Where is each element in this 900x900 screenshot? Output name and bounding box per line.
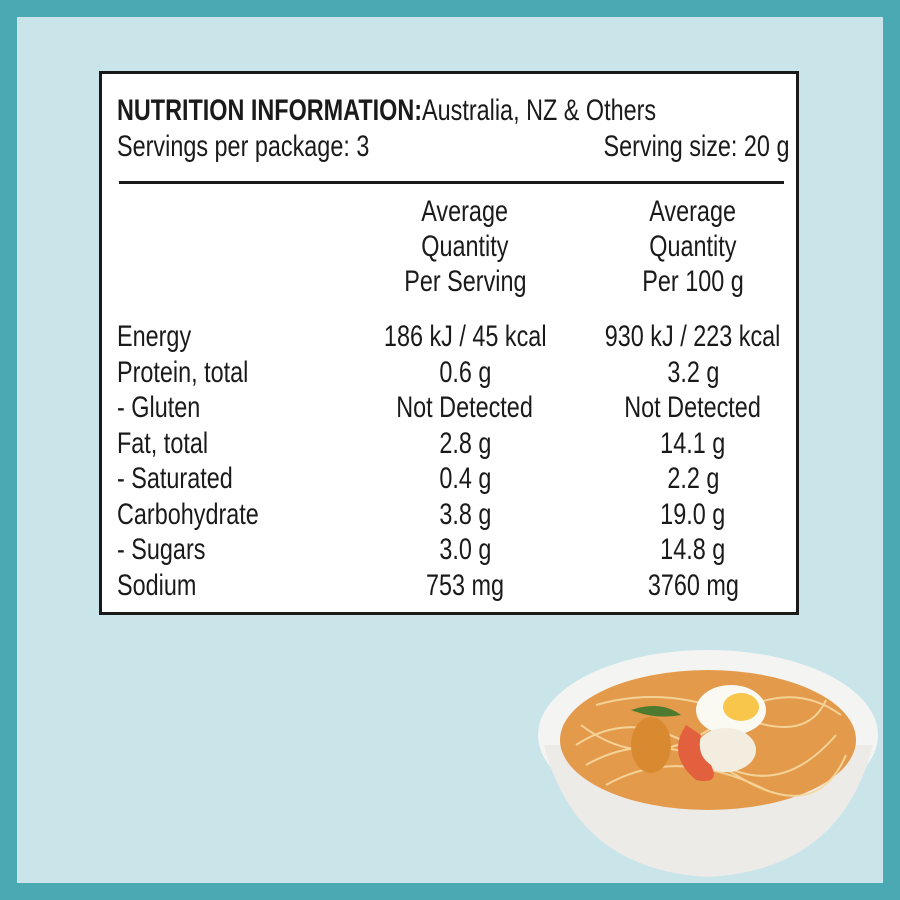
divider — [119, 181, 784, 184]
per-serving-value: 0.6 g — [315, 356, 615, 390]
col-header-per-100g: Per 100 g — [642, 265, 744, 298]
egg-yolk — [723, 693, 759, 721]
per-serving-value: 3.0 g — [315, 533, 615, 567]
nutrient-label: - Gluten — [117, 391, 224, 425]
nutrient-label: Fat, total — [117, 427, 234, 461]
col-header-per-serving: Average — [421, 195, 509, 228]
nutrient-label-text: - Saturated — [117, 462, 233, 495]
nutrition-panel: NUTRITION INFORMATION: Australia, NZ & O… — [99, 71, 799, 615]
nutrient-label: Sodium — [117, 569, 219, 603]
col-header-per-100g: Quantity — [649, 230, 737, 263]
per-100g-value: 2.2 g — [543, 462, 843, 496]
per-serving-value-text: 2.8 g — [438, 426, 492, 460]
per-100g-value-text: 14.1 g — [660, 426, 726, 460]
nutrient-label: Energy — [117, 320, 212, 354]
nutrient-label-text: Carbohydrate — [117, 497, 259, 531]
nutrient-label-text: Sodium — [117, 568, 197, 602]
nutrient-label: - Sugars — [117, 533, 230, 567]
per-100g-value-text: 930 kJ / 223 kcal — [605, 320, 781, 353]
per-100g-value: 3.2 g — [543, 356, 843, 390]
col-header-per-serving: Quantity — [421, 230, 509, 263]
col-header-per-100g: Average — [649, 195, 737, 228]
nutrient-label: Carbohydrate — [117, 498, 299, 532]
per-serving-value-text: 3.8 g — [438, 497, 492, 531]
nutrient-label: Protein, total — [117, 356, 285, 390]
per-serving-value: 2.8 g — [315, 427, 615, 461]
noodle-bowl-image — [538, 650, 878, 877]
per-serving-value-text: 0.4 g — [438, 462, 492, 495]
per-100g-value: 930 kJ / 223 kcal — [543, 320, 843, 354]
per-100g-value: 19.0 g — [543, 498, 843, 532]
col-header-per-serving: Per Serving — [403, 265, 527, 298]
per-serving-value: 0.4 g — [315, 462, 615, 496]
nutrient-label-text: - Gluten — [117, 391, 201, 424]
fish-cake — [696, 728, 756, 772]
per-100g-value-text: 3760 mg — [647, 568, 739, 602]
per-100g-value-text: 19.0 g — [660, 497, 726, 531]
per-100g-value: 14.1 g — [543, 427, 843, 461]
per-100g-value-text: 3.2 g — [666, 355, 720, 389]
serving-size: Serving size: 20 g — [602, 130, 789, 163]
nutrient-label-text: Energy — [117, 320, 192, 353]
servings-per-package: Servings per package: 3 — [117, 130, 370, 163]
per-100g-value-text: Not Detected — [624, 391, 762, 424]
per-serving-value-text: 186 kJ / 45 kcal — [383, 320, 547, 353]
nutrient-label: - Saturated — [117, 462, 265, 496]
per-100g-value-text: 2.2 g — [666, 462, 720, 495]
per-serving-value: Not Detected — [315, 391, 615, 425]
per-serving-value-text: Not Detected — [396, 391, 534, 424]
per-serving-value: 3.8 g — [315, 498, 615, 532]
nutrient-label-text: Protein, total — [117, 355, 249, 389]
per-100g-value-text: 14.8 g — [660, 533, 726, 566]
basil-leaf — [631, 706, 681, 717]
nutrient-label-text: Fat, total — [117, 426, 209, 460]
per-100g-value: 14.8 g — [543, 533, 843, 567]
panel-title: NUTRITION INFORMATION: Australia, NZ & O… — [117, 94, 657, 127]
per-serving-value-text: 3.0 g — [438, 533, 492, 566]
per-serving-value: 186 kJ / 45 kcal — [315, 320, 615, 354]
per-100g-value: Not Detected — [543, 391, 843, 425]
nutrient-label-text: - Sugars — [117, 533, 206, 566]
prawn — [678, 725, 714, 781]
per-serving-value-text: 753 mg — [425, 568, 505, 602]
per-serving-value: 753 mg — [315, 569, 615, 603]
tofu-puff — [631, 717, 671, 773]
per-serving-value-text: 0.6 g — [438, 355, 492, 389]
per-100g-value: 3760 mg — [543, 569, 843, 603]
